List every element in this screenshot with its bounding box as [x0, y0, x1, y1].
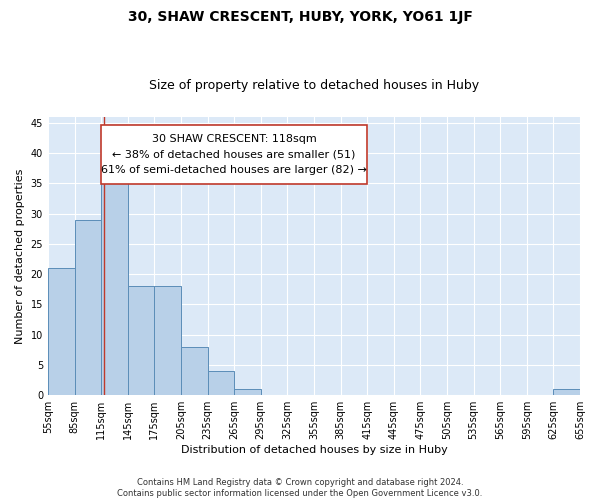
Bar — [154, 286, 181, 395]
Bar — [101, 184, 128, 395]
Bar — [208, 371, 234, 395]
FancyBboxPatch shape — [101, 125, 367, 184]
Bar — [553, 389, 580, 395]
Title: Size of property relative to detached houses in Huby: Size of property relative to detached ho… — [149, 79, 479, 92]
Bar — [181, 347, 208, 395]
Bar — [74, 220, 101, 395]
Y-axis label: Number of detached properties: Number of detached properties — [15, 168, 25, 344]
Bar — [48, 268, 74, 395]
Text: Contains HM Land Registry data © Crown copyright and database right 2024.
Contai: Contains HM Land Registry data © Crown c… — [118, 478, 482, 498]
Text: 30 SHAW CRESCENT: 118sqm
← 38% of detached houses are smaller (51)
61% of semi-d: 30 SHAW CRESCENT: 118sqm ← 38% of detach… — [101, 134, 367, 175]
Bar — [234, 389, 261, 395]
Bar — [128, 286, 154, 395]
X-axis label: Distribution of detached houses by size in Huby: Distribution of detached houses by size … — [181, 445, 448, 455]
Text: 30, SHAW CRESCENT, HUBY, YORK, YO61 1JF: 30, SHAW CRESCENT, HUBY, YORK, YO61 1JF — [128, 10, 472, 24]
